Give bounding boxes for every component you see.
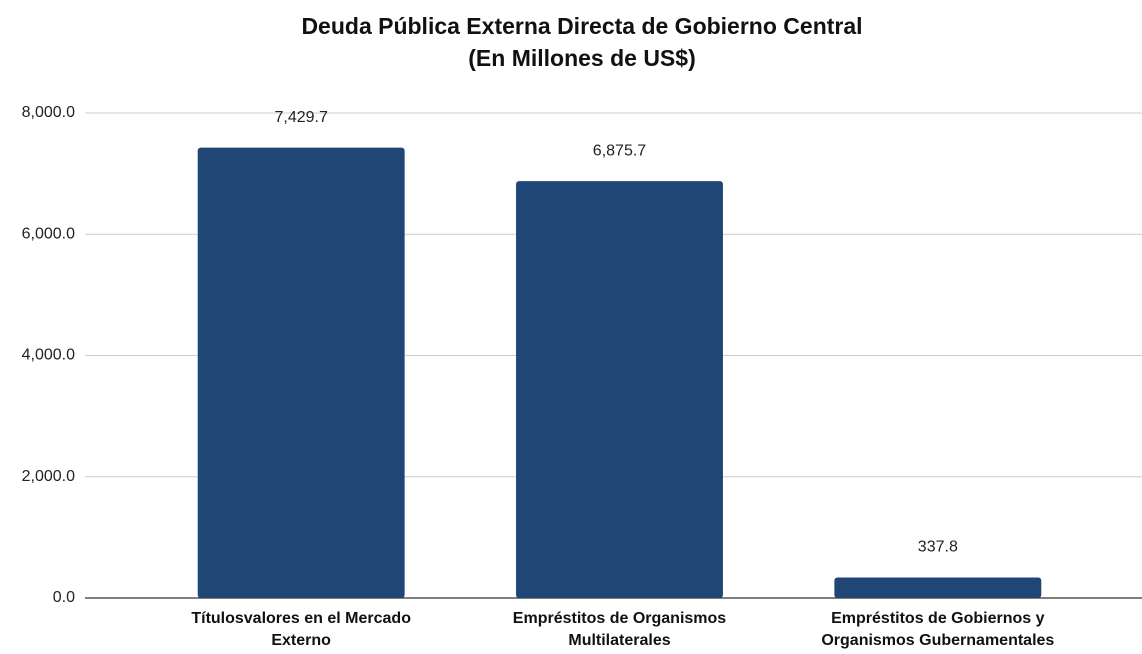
y-tick-label: 0.0 bbox=[53, 589, 75, 606]
y-tick-label: 4,000.0 bbox=[22, 347, 75, 364]
bar bbox=[834, 577, 1042, 598]
chart-title: Deuda Pública Externa Directa de Gobiern… bbox=[301, 13, 862, 39]
x-tick-label: Empréstitos de Gobiernos y Organismos Gu… bbox=[821, 610, 1055, 649]
y-tick-label: 2,000.0 bbox=[22, 468, 75, 485]
x-tick-label: Empréstitos de Organismos Multilaterales bbox=[512, 610, 727, 649]
bar bbox=[516, 181, 723, 598]
value-label: 337.8 bbox=[918, 539, 958, 556]
value-label: 7,429.7 bbox=[274, 109, 327, 126]
bar bbox=[197, 147, 405, 598]
y-tick-label: 6,000.0 bbox=[22, 225, 75, 242]
y-tick-label: 8,000.0 bbox=[22, 104, 75, 121]
chart-subtitle: (En Millones de US$) bbox=[468, 45, 695, 71]
x-tick-label: Títulosvalores en el Mercado Externo bbox=[191, 610, 411, 649]
value-label: 6,875.7 bbox=[593, 142, 646, 159]
